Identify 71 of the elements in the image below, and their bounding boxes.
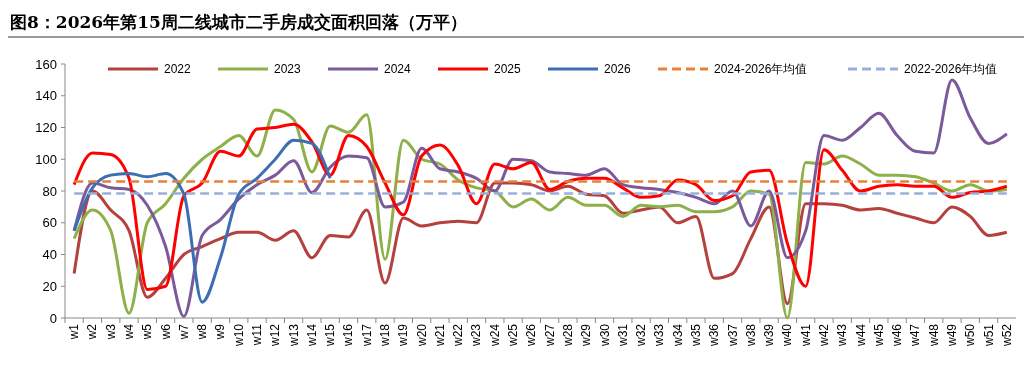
x-tick-label: w10 [231, 323, 246, 348]
legend-label: 2025 [494, 62, 522, 76]
x-tick-label: w22 [451, 323, 466, 348]
x-tick-label: w3 [103, 323, 118, 341]
x-tick-label: w45 [871, 323, 886, 348]
legend-label: 2024-2026年均值 [714, 62, 808, 76]
x-tick-label: w18 [378, 323, 393, 348]
x-tick-label: w36 [707, 323, 722, 348]
y-tick-label: 140 [35, 88, 57, 104]
line-series [72, 138, 332, 304]
x-tick-label: w26 [524, 323, 539, 348]
y-tick-label: 60 [42, 215, 57, 231]
x-tick-label: w12 [268, 323, 283, 348]
x-tick-label: w21 [432, 323, 447, 348]
x-tick-label: w23 [469, 323, 484, 348]
x-tick-label: w47 [908, 323, 923, 348]
x-tick-label: w4 [122, 323, 137, 341]
x-tick-label: w39 [762, 323, 777, 348]
x-tick-label: w17 [359, 323, 374, 348]
legend-label: 2022-2026年均值 [904, 62, 998, 76]
x-tick-label: w31 [615, 323, 630, 348]
y-tick-label: 100 [35, 151, 57, 167]
x-tick-label: w24 [487, 323, 502, 348]
x-tick-label: w34 [670, 323, 685, 348]
x-tick-label: w7 [176, 323, 191, 341]
y-tick-label: 0 [49, 310, 57, 326]
legend-label: 2026 [604, 62, 632, 76]
x-tick-label: w41 [798, 323, 813, 348]
x-tick-label: w40 [780, 323, 795, 348]
y-tick-label: 40 [42, 247, 57, 262]
x-tick-label: w11 [250, 323, 265, 347]
x-tick-label: w1 [67, 323, 82, 341]
x-tick-label: w2 [85, 323, 100, 341]
x-tick-label: w42 [816, 323, 831, 348]
x-tick-label: w50 [963, 323, 978, 348]
x-tick-label: w43 [835, 323, 850, 348]
x-tick-label: w30 [597, 323, 612, 348]
line-series [72, 122, 1009, 291]
x-tick-label: w15 [323, 323, 338, 348]
x-tick-label: w8 [195, 323, 210, 341]
x-tick-label: w28 [560, 323, 575, 348]
x-tick-label: w48 [926, 323, 941, 348]
x-tick-label: w32 [634, 323, 649, 348]
x-tick-label: w52 [999, 323, 1014, 348]
legend-label: 2022 [164, 62, 192, 76]
x-tick-label: w6 [158, 323, 173, 341]
x-tick-label: w44 [853, 323, 868, 348]
legend-label: 2024 [384, 62, 412, 76]
x-tick-label: w38 [743, 323, 758, 348]
y-tick-label: 160 [35, 56, 57, 72]
x-tick-label: w13 [286, 323, 301, 348]
x-tick-label: w20 [414, 323, 429, 348]
y-tick-label: 80 [42, 183, 57, 199]
chart-title: 图8：2026年第15周二线城市二手房成交面积回落（万平） [10, 12, 467, 32]
x-tick-label: w16 [341, 323, 356, 348]
x-tick-label: w9 [213, 323, 228, 341]
x-tick-label: w5 [140, 323, 155, 341]
x-tick-label: w49 [944, 323, 959, 348]
x-tick-label: w46 [890, 323, 905, 348]
x-tick-label: w19 [396, 323, 411, 348]
y-tick-label: 20 [42, 278, 57, 294]
x-tick-label: w27 [542, 323, 557, 348]
x-tick-label: w29 [579, 323, 594, 348]
legend-label: 2023 [274, 62, 302, 76]
x-tick-label: w51 [981, 323, 996, 348]
x-tick-label: w14 [304, 323, 319, 348]
x-tick-label: w33 [652, 323, 667, 348]
x-tick-label: w35 [688, 323, 703, 348]
x-tick-label: w37 [725, 323, 740, 348]
x-tick-label: w25 [506, 323, 521, 348]
y-tick-label: 120 [35, 120, 57, 135]
